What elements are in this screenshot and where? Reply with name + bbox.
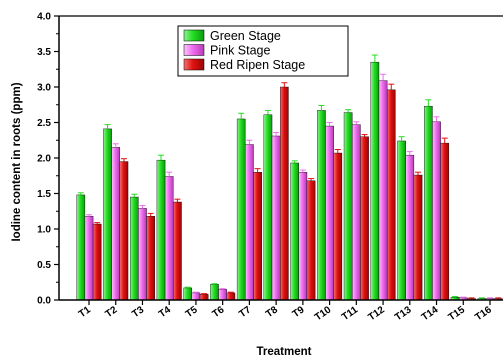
y-tick-label: 1.5	[37, 189, 51, 200]
legend-box	[177, 25, 349, 77]
y-tick-label: 1.0	[37, 225, 51, 236]
bar-green-stage-t8	[263, 114, 273, 301]
bar-red-ripen-stage-t4	[173, 201, 182, 301]
bar-green-stage-t1	[76, 194, 86, 301]
bar-pink-stage-t12	[378, 80, 388, 301]
bar-green-stage-t6	[210, 284, 219, 301]
bar-red-ripen-stage-t5	[199, 294, 209, 301]
bar-pink-stage-t2	[111, 147, 121, 301]
bar-green-stage-t12	[370, 61, 380, 301]
x-tick-label-t6: T6	[211, 304, 227, 320]
x-tick-label-t2: T2	[104, 304, 120, 320]
bar-green-stage-t9	[290, 162, 299, 301]
x-tick-label-t16: T16	[473, 304, 494, 323]
bar-red-ripen-stage-t14	[440, 142, 450, 301]
bar-green-stage-t13	[397, 140, 406, 301]
x-tick-label-t1: T1	[77, 304, 93, 320]
y-tick-label: 3.5	[37, 47, 51, 58]
legend-label-green-stage: Green Stage	[210, 29, 281, 43]
bar-pink-stage-t4	[164, 176, 174, 301]
y-tick-label: 0.0	[37, 296, 51, 307]
bar-pink-stage-t3	[138, 208, 147, 301]
bar-red-ripen-stage-t9	[306, 180, 316, 301]
bar-red-ripen-stage-t12	[386, 89, 396, 301]
legend-label-red-ripen-stage: Red Ripen Stage	[210, 58, 305, 72]
bar-red-ripen-stage-t3	[146, 216, 155, 301]
bar-green-stage-t14	[424, 105, 433, 301]
bar-pink-stage-t8	[271, 135, 281, 301]
x-tick-label-t10: T10	[313, 304, 334, 323]
bar-pink-stage-t13	[405, 154, 415, 301]
legend-swatch-red-ripen-stage	[183, 58, 205, 71]
x-tick-label-t12: T12	[366, 304, 387, 323]
bar-pink-stage-t9	[298, 171, 308, 301]
bar-green-stage-t7	[236, 118, 246, 301]
bar-pink-stage-t7	[245, 144, 254, 301]
bar-red-ripen-stage-t1	[92, 223, 102, 301]
x-tick-label-t8: T8	[264, 304, 280, 320]
bar-green-stage-t5	[183, 287, 193, 301]
bar-green-stage-t4	[156, 159, 166, 301]
legend-swatch-pink-stage	[183, 44, 205, 56]
bar-pink-stage-t11	[352, 124, 361, 301]
y-tick-label: 4.0	[37, 12, 51, 23]
legend-label-pink-stage: Pink Stage	[210, 44, 271, 58]
x-tick-label-t14: T14	[420, 304, 441, 323]
x-tick-label-t15: T15	[447, 304, 468, 323]
bar-pink-stage-t1	[84, 216, 94, 301]
x-tick-label-t3: T3	[130, 304, 146, 320]
bar-red-ripen-stage-t6	[226, 292, 236, 301]
bar-green-stage-t2	[103, 128, 112, 301]
y-tick-label: 2.5	[37, 118, 51, 129]
bar-red-ripen-stage-t10	[333, 152, 343, 301]
x-tick-label-t5: T5	[184, 304, 200, 320]
x-tick-label-t11: T11	[340, 304, 360, 323]
x-axis-title: Treatment	[257, 346, 312, 356]
y-tick-label: 3.0	[37, 83, 51, 94]
y-tick-label: 0.5	[37, 260, 51, 271]
y-axis-title: Iodine content in roots (ppm)	[11, 82, 23, 241]
bar-red-ripen-stage-t7	[253, 171, 262, 301]
bar-pink-stage-t5	[191, 292, 201, 301]
bar-pink-stage-t6	[218, 289, 227, 301]
x-tick-label-t13: T13	[393, 304, 414, 323]
legend-swatch-green-stage	[183, 29, 205, 42]
x-tick-label-t9: T9	[291, 304, 307, 320]
bar-red-ripen-stage-t8	[280, 86, 289, 301]
x-tick-label-t7: T7	[237, 304, 253, 320]
bar-green-stage-t3	[129, 196, 139, 301]
bar-red-ripen-stage-t2	[119, 161, 129, 301]
bar-green-stage-t10	[317, 110, 326, 301]
bar-green-stage-t11	[343, 112, 353, 301]
bars-layer	[76, 54, 503, 301]
x-tick-label-t4: T4	[157, 304, 173, 320]
bar-pink-stage-t14	[432, 121, 441, 301]
y-tick-label: 2.0	[37, 154, 51, 165]
bar-red-ripen-stage-t13	[413, 174, 423, 301]
bar-red-ripen-stage-t11	[360, 136, 369, 301]
bar-pink-stage-t10	[325, 125, 334, 301]
